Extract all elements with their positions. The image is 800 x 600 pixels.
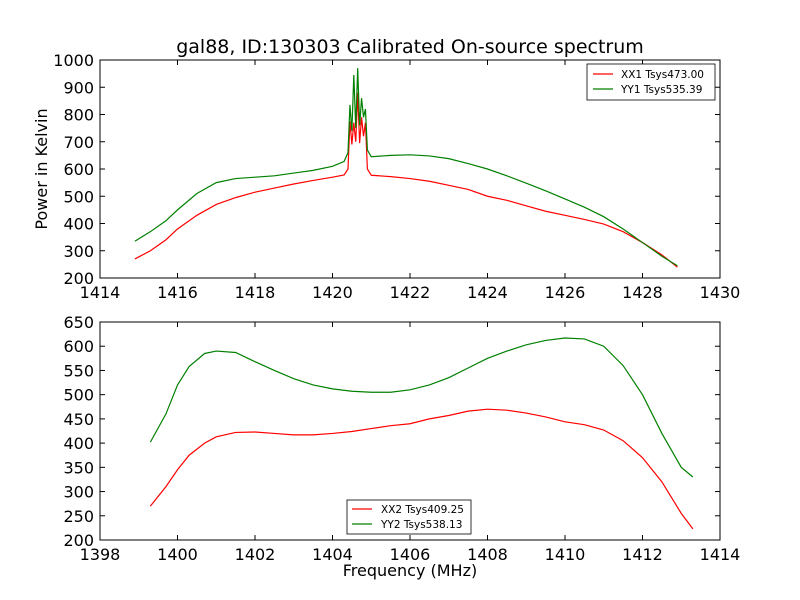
top-y-tick-label-7: 900 [63,78,94,97]
bottom-series-layer [149,337,694,530]
bottom-legend: XX2 Tsys409.25 YY2 Tsys538.13 [346,499,472,535]
top-series-line-1 [134,68,678,267]
bottom-y-tick-label-9: 650 [63,313,94,332]
bottom-x-tick-label-8: 1414 [700,545,741,564]
bottom-y-tick-label-5: 450 [63,410,94,429]
bottom-x-tick-label-5: 1408 [467,545,508,564]
bottom-legend-label-0: XX2 Tsys409.25 [381,504,464,516]
top-y-axis-title: Power in Kelvin [32,108,51,229]
top-x-tick-label-5: 1424 [467,283,508,302]
bottom-x-tick-label-3: 1404 [312,545,353,564]
top-legend-label-1: YY1 Tsys535.39 [620,84,702,96]
bottom-x-tick-label-7: 1412 [622,545,663,564]
bottom-y-tick-label-8: 600 [63,337,94,356]
bottom-x-tick-label-1: 1400 [157,545,198,564]
top-y-tick-label-4: 600 [63,160,94,179]
bottom-x-tick-label-0: 1398 [80,545,121,564]
bottom-legend-box [346,499,472,535]
bottom-x-tick-label-4: 1406 [390,545,431,564]
top-x-tick-label-8: 1430 [700,283,741,302]
bottom-y-tick-label-7: 550 [63,361,94,380]
top-legend-label-0: XX1 Tsys473.00 [621,69,704,81]
chart-title: gal88, ID:130303 Calibrated On-source sp… [176,36,644,58]
bottom-x-tick-label-2: 1402 [235,545,276,564]
bottom-x-tick-label-6: 1410 [545,545,586,564]
top-legend-box [586,63,716,101]
top-x-tick-label-4: 1422 [390,283,431,302]
bottom-y-tick-label-4: 400 [63,434,94,453]
top-y-tick-label-8: 1000 [53,51,94,70]
bottom-y-tick-label-6: 500 [63,386,94,405]
top-y-tick-label-3: 500 [63,187,94,206]
top-legend: XX1 Tsys473.00 YY1 Tsys535.39 [586,63,716,101]
bottom-y-ticks: 200 250 300 350 400 450 500 550 600 650 [63,313,720,550]
bottom-panel: 1398 1400 1402 1404 1406 1408 1410 1412 1414 200… [63,313,740,580]
top-x-tick-label-3: 1420 [312,283,353,302]
top-x-tick-label-6: 1426 [545,283,586,302]
top-x-tick-label-1: 1416 [157,283,198,302]
top-panel: 1414 1416 1418 1420 1422 1424 1426 1428 1430 200… [32,51,740,302]
top-y-tick-label-1: 300 [63,242,94,261]
bottom-series-line-0 [149,408,694,530]
top-y-tick-label-5: 700 [63,133,94,152]
bottom-x-axis-title: Frequency (MHz) [343,561,477,580]
top-x-tick-label-0: 1414 [80,283,121,302]
top-y-tick-label-6: 800 [63,106,94,125]
bottom-x-ticks: 1398 1400 1402 1404 1406 1408 1410 1412 1414 [80,322,741,564]
top-x-tick-label-2: 1418 [235,283,276,302]
bottom-legend-label-1: YY2 Tsys538.13 [380,519,462,531]
bottom-y-tick-label-3: 350 [63,458,94,477]
top-y-tick-label-2: 400 [63,215,94,234]
top-y-tick-label-0: 200 [63,269,94,288]
top-x-tick-label-7: 1428 [622,283,663,302]
bottom-y-tick-label-1: 250 [63,507,94,526]
top-y-ticks: 200 300 400 500 600 700 800 900 1000 [53,51,720,288]
bottom-y-tick-label-0: 200 [63,531,94,550]
bottom-series-line-1 [149,337,694,478]
top-series-layer [134,68,678,268]
bottom-y-tick-label-2: 300 [63,483,94,502]
top-x-ticks: 1414 1416 1418 1420 1422 1424 1426 1428 1430 [80,60,741,302]
top-series-line-0 [134,92,678,268]
